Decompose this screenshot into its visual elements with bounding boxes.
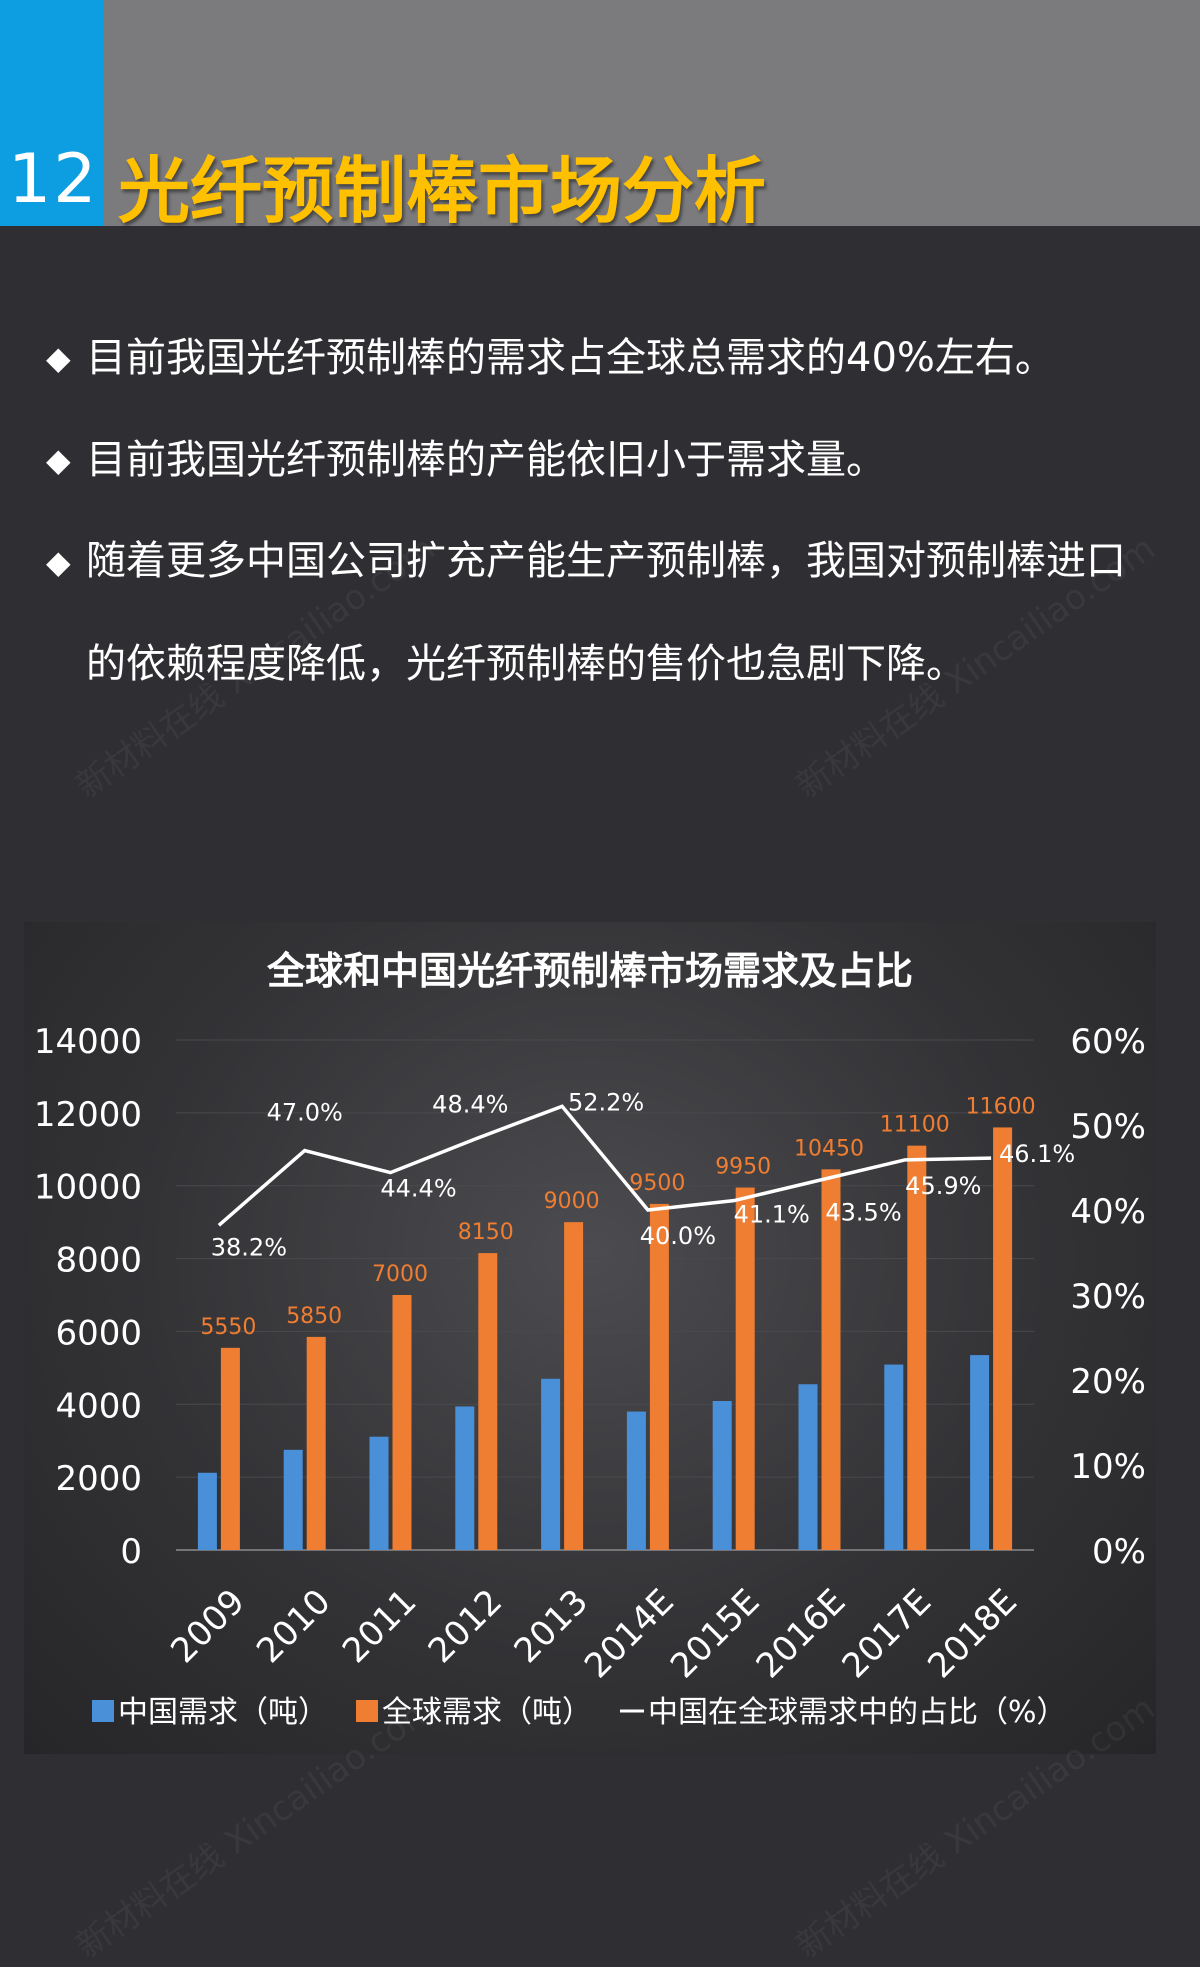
x-tick-label: 2017E (835, 1582, 940, 1687)
x-tick-label: 2018E (920, 1582, 1025, 1687)
bar-china (970, 1355, 990, 1550)
bar-china (455, 1406, 475, 1550)
bar-global (649, 1203, 669, 1550)
chart-panel: 全球和中国光纤预制棒市场需求及占比 0 2000 4000 6000 8000 10000 1… (24, 922, 1156, 1754)
y-right-tick-label: 0% (1092, 1532, 1146, 1572)
bar-global (821, 1169, 841, 1550)
bar-global (993, 1127, 1013, 1550)
legend-swatch-global (356, 1700, 378, 1722)
legend-swatch-china (92, 1700, 114, 1722)
y-right-tick-label: 20% (1070, 1362, 1146, 1402)
bar-global (907, 1145, 927, 1550)
y-right-tick-label: 30% (1070, 1277, 1146, 1317)
bar-global (392, 1295, 412, 1550)
x-tick-label: 2014E (577, 1582, 682, 1687)
x-tick-label: 2009 (163, 1582, 252, 1671)
bar-china (712, 1401, 732, 1550)
bar-china (283, 1449, 303, 1550)
data-label-global: 8150 (458, 1220, 514, 1245)
data-label-global: 10450 (794, 1136, 864, 1161)
section-number-box: 12 (0, 0, 104, 226)
x-tick-label: 2015E (663, 1582, 768, 1687)
bar-global (478, 1253, 498, 1550)
data-label-global: 11100 (880, 1113, 950, 1138)
bullet-text-1: 目前我国光纤预制棒的需求占全球总需求的40%左右。 (86, 335, 1055, 381)
data-label-ratio: 40.0% (640, 1222, 716, 1250)
bar-global (564, 1222, 584, 1550)
x-tick-label: 2010 (249, 1582, 338, 1671)
page-title: 光纤预制棒市场分析 (118, 149, 767, 233)
data-label-ratio: 48.4% (432, 1091, 508, 1119)
bullet-item-1: ◆ 目前我国光纤预制棒的需求占全球总需求的40%左右。 (46, 330, 1166, 386)
header-bar: 12 光纤预制棒市场分析 (0, 0, 1200, 233)
bar-china (884, 1364, 904, 1550)
bullet-text-2: 目前我国光纤预制棒的产能依旧小于需求量。 (86, 437, 886, 483)
bar-global (306, 1336, 326, 1550)
data-label-global: 7000 (372, 1262, 428, 1287)
y-left-tick-label: 6000 (55, 1313, 142, 1353)
diamond-icon: ◆ (46, 441, 71, 479)
bar-global (735, 1187, 755, 1550)
data-label-ratio: 46.1% (999, 1140, 1075, 1168)
x-tick-label: 2012 (421, 1582, 510, 1671)
demand-chart: 全球和中国光纤预制棒市场需求及占比 0 2000 4000 6000 8000 10000 1… (34, 949, 1146, 1730)
data-label-global: 9500 (629, 1171, 685, 1196)
data-label-ratio: 38.2% (211, 1233, 287, 1261)
data-label-ratio: 52.2% (568, 1088, 644, 1116)
y-left-tick-label: 10000 (34, 1168, 142, 1208)
data-label-global: 9950 (715, 1155, 771, 1180)
y-left-tick-label: 2000 (55, 1459, 142, 1499)
bar-china (197, 1472, 217, 1550)
data-label-global: 5550 (200, 1315, 256, 1340)
x-tick-label: 2011 (335, 1582, 424, 1671)
y-right-tick-label: 60% (1070, 1022, 1146, 1062)
data-label-ratio: 45.9% (905, 1172, 981, 1200)
y-left-tick-label: 4000 (55, 1386, 142, 1426)
data-label-global: 9000 (544, 1189, 600, 1214)
y-right-tick-label: 50% (1070, 1107, 1146, 1147)
legend-label-china: 中国需求（吨） (118, 1695, 328, 1730)
data-label-ratio: 41.1% (734, 1201, 810, 1229)
legend-label-ratio: 中国在全球需求中的占比（%） (648, 1695, 1067, 1730)
bar-china (369, 1436, 389, 1550)
x-tick-label: 2016E (749, 1582, 854, 1687)
diamond-icon: ◆ (46, 339, 71, 377)
data-label-ratio: 43.5% (825, 1198, 901, 1226)
y-left-tick-label: 8000 (55, 1241, 142, 1281)
diamond-icon: ◆ (46, 543, 71, 581)
section-number: 12 (8, 140, 99, 219)
bar-china (541, 1378, 561, 1550)
data-label-ratio: 47.0% (267, 1099, 343, 1127)
y-left-tick-label: 14000 (34, 1022, 142, 1062)
y-left-tick-label: 12000 (34, 1095, 142, 1135)
data-label-global: 11600 (966, 1094, 1036, 1119)
bar-global (220, 1347, 240, 1550)
y-right-tick-label: 40% (1070, 1192, 1146, 1232)
series-line-ratio (217, 1104, 992, 1227)
bar-china (798, 1384, 818, 1550)
chart-title: 全球和中国光纤预制棒市场需求及占比 (266, 949, 913, 993)
y-right-tick-label: 10% (1070, 1447, 1146, 1487)
bullet-item-2: ◆ 目前我国光纤预制棒的产能依旧小于需求量。 (46, 432, 1166, 488)
y-left-tick-label: 0 (120, 1532, 142, 1572)
data-label-global: 5850 (286, 1304, 342, 1329)
bullet-text-3: 随着更多中国公司扩充产能生产预制棒，我国对预制棒进口的依赖程度降低，光纤预制棒的… (86, 538, 1126, 687)
legend-label-global: 全球需求（吨） (382, 1695, 592, 1730)
data-label-ratio: 44.4% (380, 1175, 456, 1203)
bar-china (626, 1411, 646, 1550)
bullet-item-3: ◆ 随着更多中国公司扩充产能生产预制棒，我国对预制棒进口的依赖程度降低，光纤预制棒… (46, 534, 1166, 716)
